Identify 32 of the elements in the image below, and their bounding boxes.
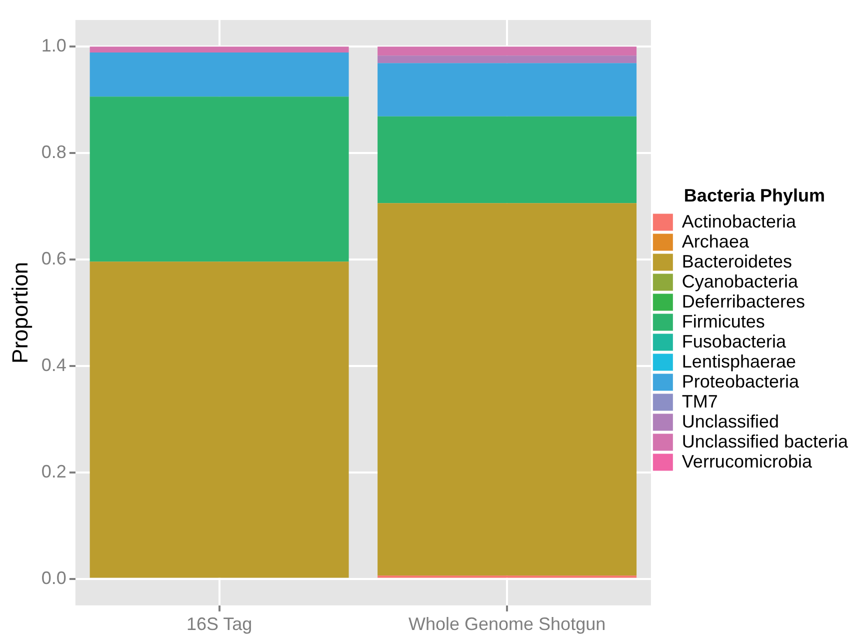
legend-label: Unclassified bacteria (682, 431, 849, 452)
bar (90, 96, 349, 262)
y-tick-label: 1.0 (41, 36, 66, 56)
bar (378, 203, 637, 576)
legend-label: TM7 (682, 391, 718, 412)
bar (90, 46, 349, 52)
bar (90, 52, 349, 97)
legend-title: Bacteria Phylum (684, 186, 825, 206)
bar (90, 262, 349, 578)
legend-label: Actinobacteria (682, 211, 797, 232)
legend-label: Deferribacteres (682, 291, 805, 312)
y-tick-label: 0.6 (41, 248, 66, 268)
y-axis-title: Proportion (7, 262, 32, 364)
legend-label: Cyanobacteria (682, 271, 799, 292)
x-tick-label: 16S Tag (186, 614, 252, 634)
legend-label: Bacteroidetes (682, 251, 792, 272)
legend-label: Verrucomicrobia (682, 451, 813, 472)
legend-label: Lentisphaerae (682, 351, 796, 372)
legend-label: Proteobacteria (682, 371, 800, 392)
bar (378, 116, 637, 204)
y-tick-label: 0.4 (41, 354, 66, 375)
bar (378, 63, 637, 116)
y-tick-label: 0.0 (41, 568, 66, 588)
y-tick-label: 0.2 (41, 461, 66, 482)
legend-label: Firmicutes (682, 311, 765, 332)
legend-label: Unclassified (682, 411, 779, 432)
bar (378, 46, 637, 56)
x-tick-label: Whole Genome Shotgun (408, 614, 606, 634)
legend-label: Fusobacteria (682, 331, 787, 352)
y-tick-label: 0.8 (41, 142, 66, 162)
bar (378, 56, 637, 64)
legend-label: Archaea (682, 231, 750, 252)
